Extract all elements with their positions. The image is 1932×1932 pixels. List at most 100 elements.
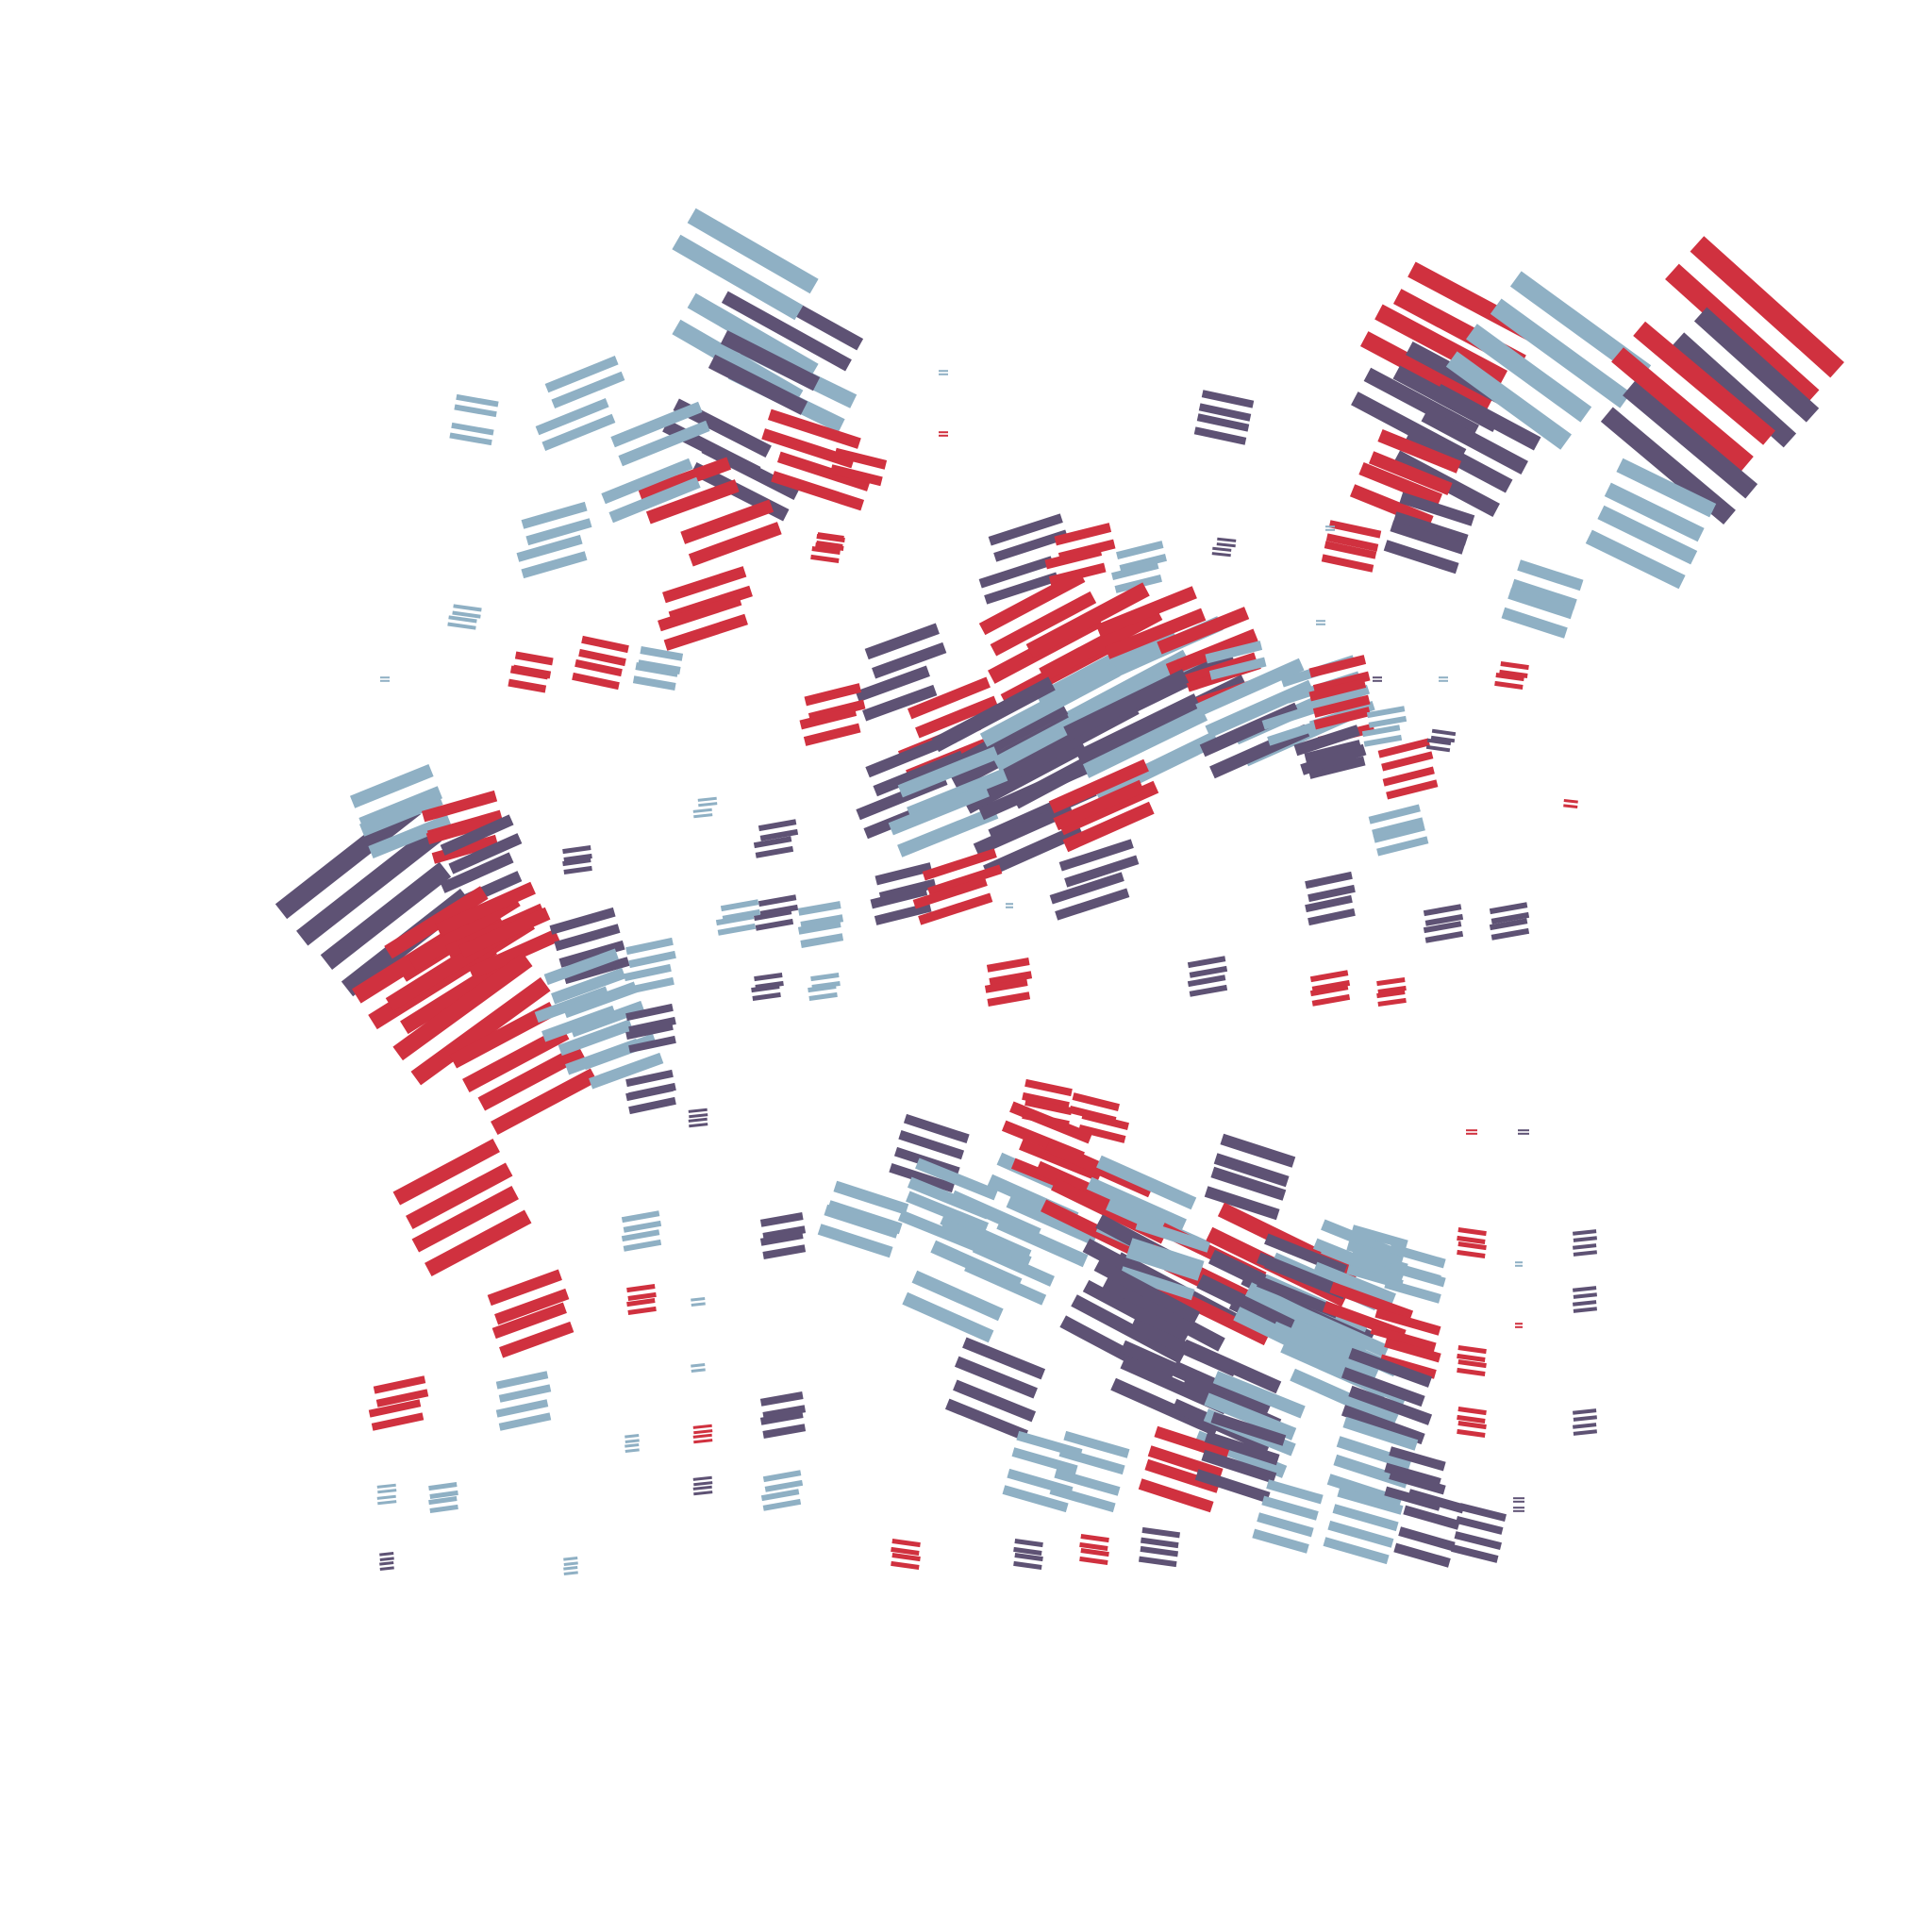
dash-mark-48-0 bbox=[1690, 236, 1844, 378]
dash-mark-315-0 bbox=[1140, 1545, 1179, 1557]
dash-mark-277-0 bbox=[1063, 1430, 1130, 1458]
dash-mark-163-1 bbox=[698, 802, 718, 808]
dash-mark-111-0 bbox=[912, 876, 988, 909]
dash-mark-163-0 bbox=[697, 796, 717, 802]
dash-mark-286-1 bbox=[1312, 1261, 1396, 1305]
dash-mark-81-1 bbox=[862, 684, 938, 722]
dash-mark-227-0 bbox=[903, 1113, 970, 1144]
dash-mark-149-1 bbox=[563, 957, 630, 985]
dash-mark-148-0 bbox=[549, 907, 616, 935]
dash-mark-194-1 bbox=[499, 1321, 575, 1358]
dash-mark-183-1 bbox=[1424, 913, 1464, 926]
dash-mark-276-1 bbox=[1002, 1485, 1069, 1513]
dash-mark-13-0 bbox=[834, 447, 888, 470]
dash-mark-23-1 bbox=[447, 622, 476, 630]
dash-mark-211-1 bbox=[762, 1225, 807, 1241]
dash-mark-150-1 bbox=[551, 967, 626, 1005]
dash-mark-314-0 bbox=[1141, 1526, 1181, 1539]
dash-mark-66-0 bbox=[1044, 546, 1103, 570]
dash-mark-308-0 bbox=[891, 1539, 921, 1548]
dash-mark-110-0 bbox=[922, 848, 997, 881]
dash-mark-126-1 bbox=[1430, 735, 1456, 743]
dash-mark-302-1 bbox=[1332, 1504, 1399, 1532]
dash-mark-251-1 bbox=[1022, 1091, 1070, 1110]
dash-mark-195-1 bbox=[375, 1389, 429, 1407]
dash-mark-182-0 bbox=[1376, 990, 1406, 999]
dash-mark-23-0 bbox=[448, 615, 477, 624]
dash-mark-127-0 bbox=[1426, 738, 1452, 746]
dash-mark-192-1 bbox=[425, 1209, 532, 1276]
dash-mark-109-1 bbox=[874, 902, 932, 925]
dash-mark-243-1 bbox=[1086, 1176, 1187, 1232]
dash-mark-273-0 bbox=[962, 1337, 1046, 1380]
dash-mark-155-1 bbox=[628, 950, 676, 969]
dash-mark-304-0 bbox=[1407, 1489, 1465, 1514]
dash-mark-255-0 bbox=[1135, 1218, 1211, 1253]
dash-mark-216-1 bbox=[762, 1498, 802, 1511]
dash-mark-294-0 bbox=[1348, 1347, 1433, 1388]
dash-mark-246-1 bbox=[1101, 1275, 1225, 1352]
dash-mark-262-1 bbox=[1271, 1321, 1380, 1380]
dash-mark-212-0 bbox=[759, 1231, 804, 1246]
dash-mark-235-0 bbox=[972, 1241, 1055, 1287]
dash-mark-50-0 bbox=[1633, 321, 1775, 445]
dash-mark-303-1 bbox=[1323, 1537, 1390, 1565]
dash-mark-152-1 bbox=[570, 1000, 645, 1038]
dash-mark-294-1 bbox=[1341, 1367, 1425, 1407]
dash-mark-107-0 bbox=[1049, 872, 1124, 905]
dash-mark-235-1 bbox=[964, 1260, 1047, 1306]
dash-mark-220-0 bbox=[376, 1494, 396, 1500]
dash-mark-170-0 bbox=[715, 913, 755, 926]
dash-mark-46-1 bbox=[1490, 298, 1632, 408]
dash-mark-208-1 bbox=[693, 1429, 713, 1435]
dash-mark-218-1 bbox=[429, 1504, 458, 1513]
dash-mark-7-0 bbox=[638, 457, 732, 502]
dash-mark-180-0 bbox=[1309, 984, 1349, 997]
dash-mark-322-0 bbox=[1572, 1229, 1597, 1236]
dash-mark-25-0 bbox=[509, 665, 549, 680]
dash-mark-316-0 bbox=[1457, 1345, 1487, 1355]
dash-mark-212-1 bbox=[762, 1244, 807, 1259]
dash-mark-295-0 bbox=[1348, 1385, 1433, 1425]
dash-mark-256-0 bbox=[1125, 1246, 1202, 1281]
dash-mark-8-0 bbox=[680, 499, 774, 544]
dash-mark-230-1 bbox=[817, 1224, 893, 1258]
dash-mark-108-0 bbox=[874, 862, 933, 886]
dash-mark-73-1 bbox=[1105, 608, 1207, 659]
dash-mark-119-0 bbox=[1366, 706, 1406, 719]
dash-mark-300-0 bbox=[1266, 1479, 1324, 1505]
dash-mark-315-1 bbox=[1138, 1556, 1177, 1568]
dash-mark-291-0 bbox=[1329, 1281, 1414, 1322]
dash-mark-216-0 bbox=[760, 1489, 800, 1502]
dash-mark-262-0 bbox=[1280, 1299, 1390, 1358]
dash-mark-160-0 bbox=[625, 1083, 674, 1102]
dash-mark-118-0 bbox=[1382, 766, 1435, 787]
dash-mark-313-0 bbox=[1080, 1548, 1109, 1557]
dash-mark-40-1 bbox=[1421, 408, 1528, 475]
dash-mark-15-1 bbox=[541, 413, 616, 451]
dash-mark-196-0 bbox=[368, 1399, 422, 1418]
dash-mark-265-1 bbox=[1082, 1279, 1190, 1345]
dash-mark-41-0 bbox=[1406, 426, 1513, 493]
dash-mark-293-0 bbox=[1384, 1338, 1441, 1363]
dash-mark-165-1 bbox=[759, 828, 799, 841]
dash-mark-310-0 bbox=[1014, 1539, 1043, 1548]
dash-mark-45-1 bbox=[1383, 540, 1459, 575]
dash-mark-52-0 bbox=[1616, 458, 1717, 518]
dash-mark-57-1 bbox=[1193, 426, 1247, 445]
dash-mark-11-0 bbox=[767, 408, 861, 449]
dash-mark-112-0 bbox=[1308, 655, 1367, 678]
dash-mark-226-0 bbox=[625, 1443, 640, 1448]
dash-mark-18-0 bbox=[521, 501, 588, 529]
dash-mark-282-1 bbox=[1194, 1469, 1271, 1504]
dash-mark-206-1 bbox=[691, 1368, 706, 1373]
dash-mark-298-1 bbox=[1384, 1462, 1441, 1488]
dash-mark-43-1 bbox=[1349, 484, 1434, 528]
dash-mark-177-0 bbox=[1187, 956, 1226, 969]
dash-mark-290-0 bbox=[1389, 1262, 1446, 1288]
dash-mark-109-0 bbox=[870, 886, 928, 909]
dash-mark-67-0 bbox=[1116, 541, 1164, 559]
dash-mark-256-1 bbox=[1119, 1266, 1195, 1301]
dash-mark-12-0 bbox=[776, 451, 871, 491]
